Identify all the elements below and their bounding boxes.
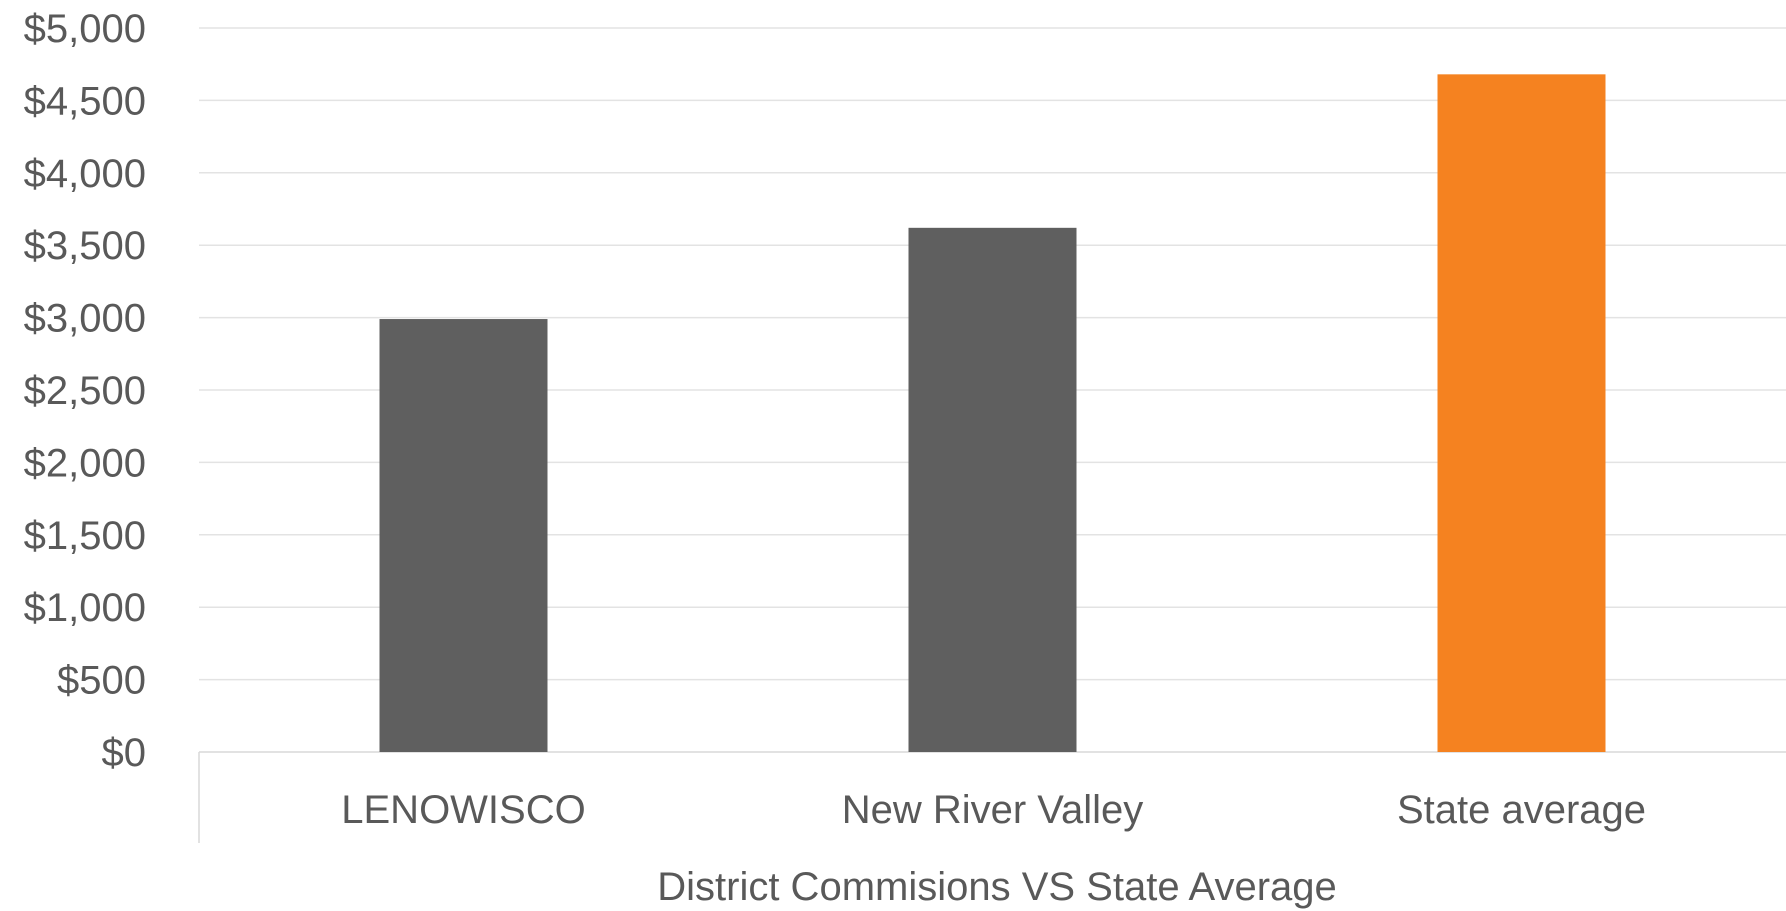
bar-new-river-valley [908,227,1077,753]
x-axis-title: District Commisions VS State Average [657,865,1337,909]
x-category-label: New River Valley [842,788,1144,832]
y-tick-label: $5,000 [24,7,146,51]
bars [379,74,1606,753]
x-category-label: LENOWISCO [341,788,585,832]
y-tick-label: $3,000 [24,297,146,341]
y-tick-label: $1,500 [24,514,146,558]
y-tick-label: $500 [57,659,146,703]
bar-lenowisco [379,319,548,752]
y-tick-label: $4,500 [24,79,146,123]
x-category-label: State average [1397,788,1646,832]
y-tick-label: $1,000 [24,586,146,630]
y-tick-label: $0 [102,731,147,775]
y-tick-label: $3,500 [24,224,146,268]
y-tick-label: $4,000 [24,152,146,196]
y-tick-labels: $0 $500 $1,000 $1,500 $2,000 $2,500 $3,000 $3,5… [24,7,146,775]
category-labels: LENOWISCO New River Valley State average [341,788,1646,832]
bar-state-average [1437,74,1606,752]
y-tick-label: $2,500 [24,369,146,413]
y-tick-label: $2,000 [24,441,146,485]
